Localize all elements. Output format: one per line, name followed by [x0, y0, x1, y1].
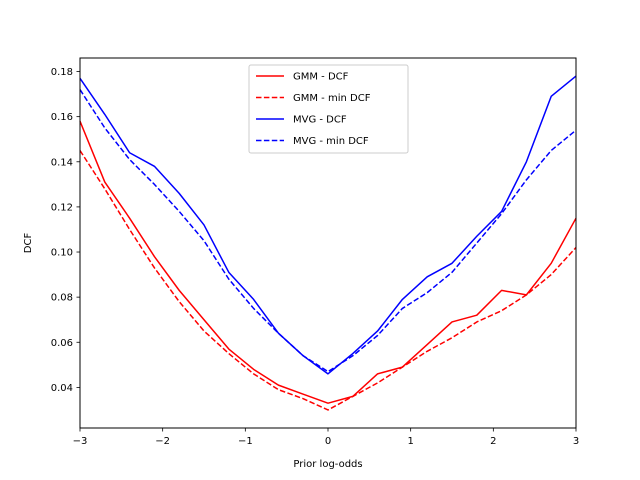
x-tick-label: 0: [325, 436, 331, 447]
y-tick-label: 0.14: [51, 157, 73, 168]
x-tick-label: 2: [490, 436, 496, 447]
legend-label-0: GMM - DCF: [293, 72, 349, 83]
y-tick-label: 0.08: [51, 293, 73, 304]
legend-label-2: MVG - DCF: [293, 115, 347, 126]
legend: GMM - DCF GMM - min DCF MVG - DCF MVG - min…: [248, 64, 409, 154]
series-layer: [79, 75, 577, 411]
series-line-0: [79, 120, 577, 404]
x-tick-label: −2: [155, 436, 170, 447]
y-axis: 0.04 0.06 0.08 0.10 0.12 0.14 0.16 0.18: [51, 67, 80, 394]
legend-box: [248, 64, 409, 154]
x-axis: −3 −2 −1 0 1 2 3: [73, 428, 579, 447]
x-axis-label: Prior log-odds: [293, 459, 362, 470]
y-tick-label: 0.04: [51, 383, 73, 394]
y-tick-label: 0.10: [51, 248, 73, 259]
legend-label-1: GMM - min DCF: [293, 93, 371, 104]
series-line-2: [79, 75, 577, 375]
legend-label-3: MVG - min DCF: [293, 136, 369, 147]
y-tick-label: 0.06: [51, 338, 73, 349]
x-tick-label: 1: [407, 436, 413, 447]
y-tick-label: 0.18: [51, 67, 73, 78]
series-line-3: [79, 89, 577, 373]
x-tick-label: −1: [238, 436, 253, 447]
y-tick-label: 0.12: [51, 202, 73, 213]
x-tick-label: 3: [573, 436, 579, 447]
series-line-1: [79, 150, 577, 411]
y-tick-label: 0.16: [51, 112, 73, 123]
x-tick-label: −3: [73, 436, 88, 447]
y-axis-label: DCF: [23, 233, 34, 254]
